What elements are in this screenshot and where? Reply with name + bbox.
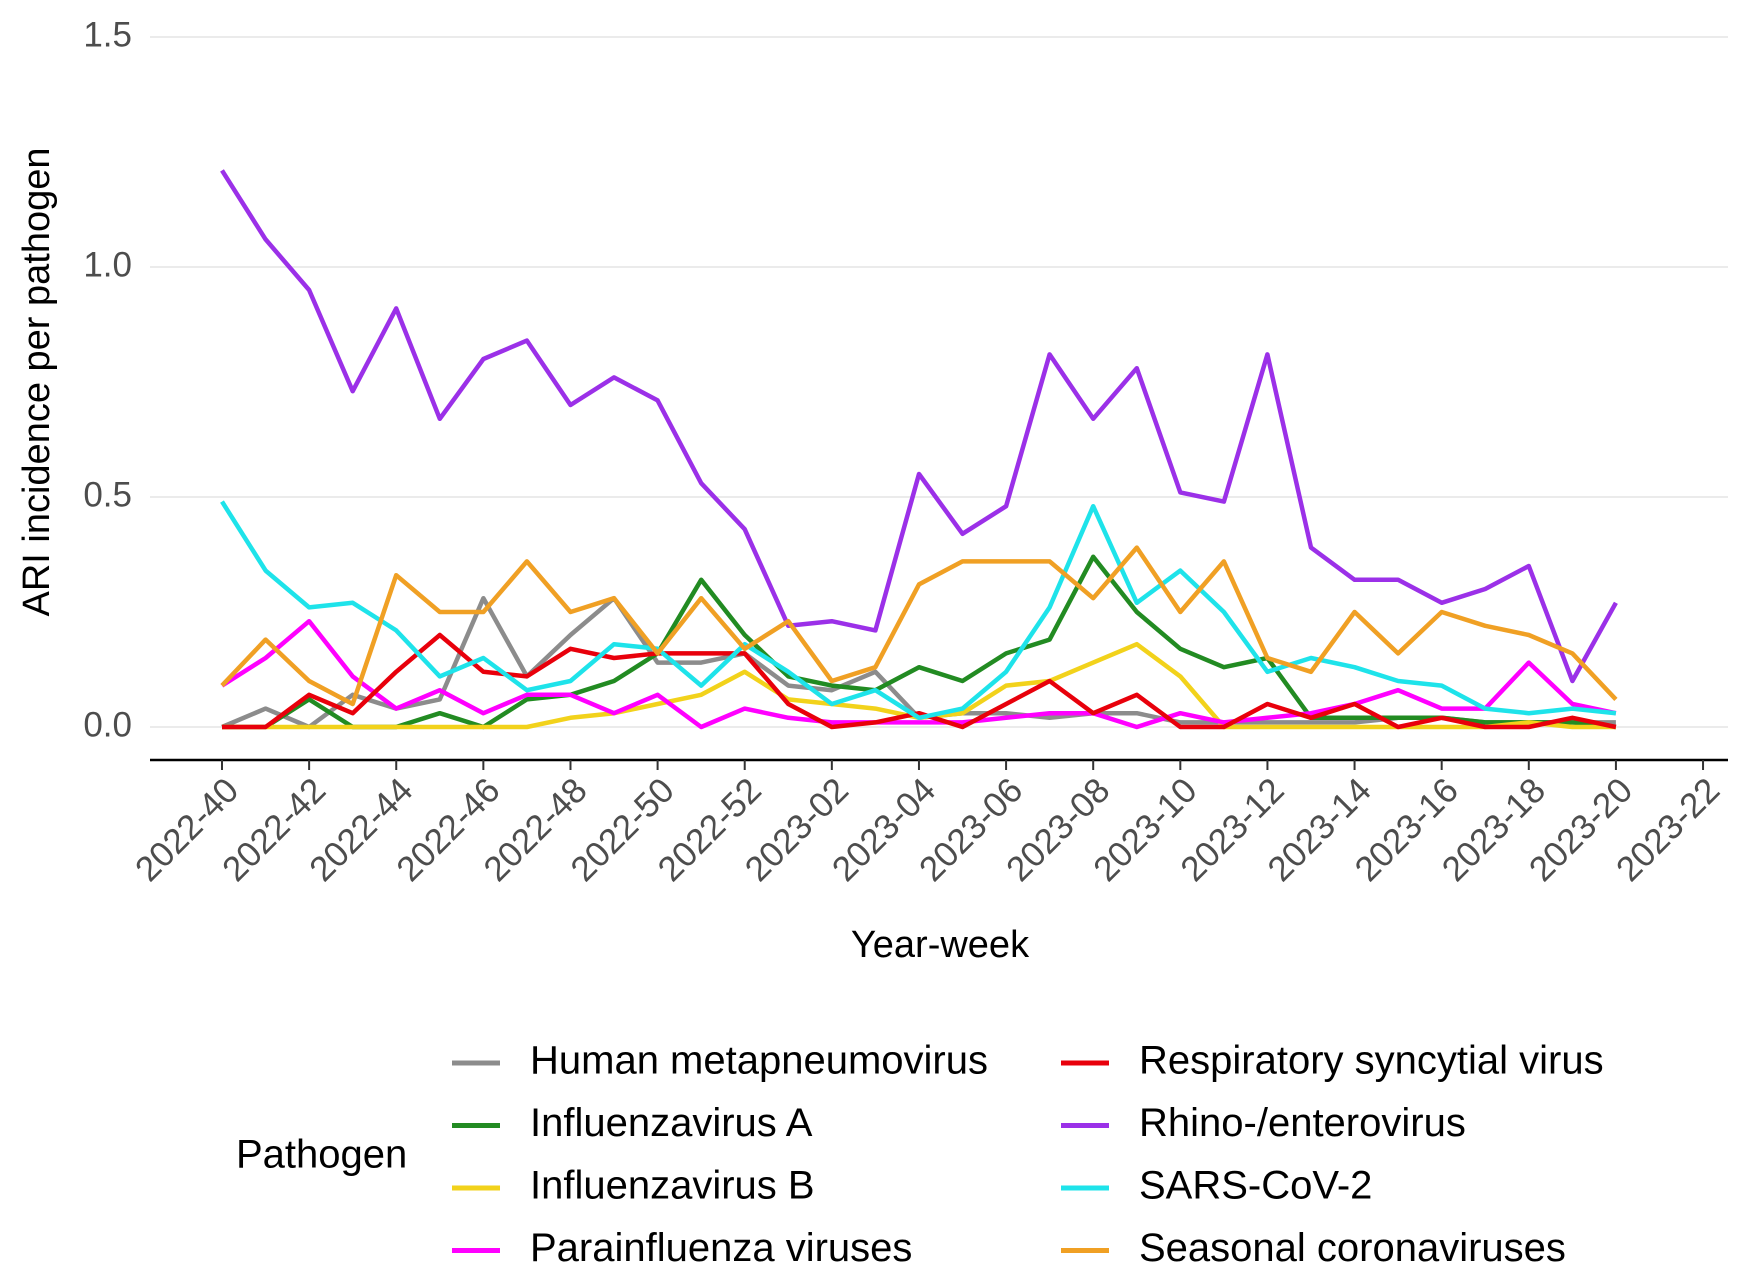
series-line: [220, 545, 1618, 707]
series-line: [222, 632, 1617, 730]
y-axis-title: ARI incidence per pathogen: [16, 148, 58, 617]
y-tick-label: 0.5: [83, 475, 132, 514]
y-tick-label: 1.5: [83, 15, 132, 54]
legend-label: Influenzavirus B: [530, 1164, 815, 1208]
x-axis-title: Year-week: [851, 924, 1030, 966]
series-line: [221, 595, 1616, 730]
legend-label: Seasonal coronaviruses: [1139, 1226, 1566, 1270]
y-tick-label: 1.0: [83, 245, 132, 284]
series-line: [220, 618, 1617, 730]
legend-label: Human metapneumovirus: [530, 1039, 988, 1083]
legend-label: Parainfluenza viruses: [530, 1226, 912, 1270]
series-line: [220, 169, 1618, 684]
legend-label: Influenzavirus A: [530, 1101, 813, 1145]
legend-title: Pathogen: [236, 1133, 407, 1177]
series-line: [220, 500, 1617, 721]
legend-label: Respiratory syncytial virus: [1139, 1039, 1604, 1083]
legend-label: Rhino-/enterovirus: [1139, 1101, 1466, 1145]
legend-label: SARS-CoV-2: [1139, 1164, 1372, 1208]
y-tick-label: 0.0: [83, 705, 132, 744]
